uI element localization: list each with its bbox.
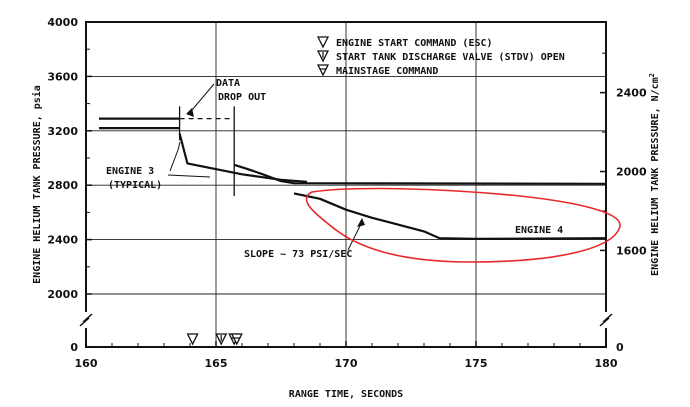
y-tick-label: 2800 [47, 179, 78, 192]
annotation-engine4: ENGINE 4 [515, 225, 563, 236]
annotation-leader-slope [347, 221, 363, 251]
legend-symbol [316, 64, 330, 77]
highlight-ellipse [305, 187, 621, 263]
series-line [293, 192, 607, 240]
y-tick-label: 0 [70, 341, 78, 354]
series [99, 106, 607, 240]
y-axis-title: ENGINE HELIUM TANK PRESSURE, psia [31, 85, 43, 284]
annotation-data-drop-out: DROP OUT [218, 92, 266, 103]
y-tick-label: 3600 [47, 70, 78, 83]
axis-break [79, 312, 613, 328]
y-tick-label: 2400 [47, 234, 78, 247]
legend-entry: ENGINE START COMMAND (ESC) [336, 38, 493, 49]
y2-tick-label: 0 [616, 341, 624, 354]
y-tick-labels: 0 2000 2400 2800 3200 3600 4000 [47, 16, 92, 354]
y-tick-label: 4000 [47, 16, 78, 29]
annotation-slope: SLOPE ~ 73 PSI/SEC [244, 249, 352, 260]
y2-axis-title: ENGINE HELIUM TANK PRESSURE, N/cm2 [648, 73, 661, 276]
legend-entry: MAINSTAGE COMMAND [336, 66, 438, 77]
x-tick-labels: 160 165 170 175 180 [75, 341, 618, 370]
annotation-leader-engine3 [169, 141, 181, 172]
legend-entry: START TANK DISCHARGE VALVE (STDV) OPEN [336, 52, 565, 63]
y-tick-label: 3200 [47, 125, 78, 138]
series-line [178, 133, 308, 183]
legend: ENGINE START COMMAND (ESC) START TANK DIS… [320, 38, 565, 77]
y-tick-label: 2000 [47, 288, 78, 301]
annotation-arrowhead [186, 108, 194, 117]
grid [86, 22, 606, 347]
legend-symbol [316, 36, 330, 49]
x-tick-label: 160 [75, 357, 98, 370]
x-tick-label: 165 [205, 357, 228, 370]
annotations: DATA DROP OUT ENGINE 3 (TYPICAL) ENGINE 4 SLO… [106, 78, 621, 263]
annotation-arrowhead [357, 218, 365, 227]
y2-tick-label: 2000 [616, 166, 647, 179]
x-tick-label: 170 [335, 357, 358, 370]
annotation-data-drop-out: DATA [216, 78, 240, 89]
y2-tick-label: 2400 [616, 87, 647, 100]
annotation-engine3: ENGINE 3 [106, 166, 154, 177]
annotation-leader-dropout [191, 83, 215, 111]
x-axis-title: RANGE TIME, SECONDS [289, 389, 403, 400]
event-markers [186, 36, 330, 346]
event-marker-triangle [230, 333, 243, 346]
y2-axis-title-superscript: 2 [648, 73, 656, 77]
event-marker-triangle [186, 333, 199, 346]
axis-break-right [599, 313, 613, 327]
y2-tick-labels: 0 1600 2000 2400 [600, 52, 647, 354]
axis-break-left [79, 313, 93, 327]
annotation-leader-engine3b [167, 174, 211, 178]
x-tick-label: 175 [465, 357, 488, 370]
y2-axis-title-main: ENGINE HELIUM TANK PRESSURE, N/cm [650, 77, 661, 276]
y2-tick-label: 1600 [616, 244, 647, 257]
x-tick-label: 180 [595, 357, 618, 370]
annotation-engine3: (TYPICAL) [108, 180, 162, 191]
